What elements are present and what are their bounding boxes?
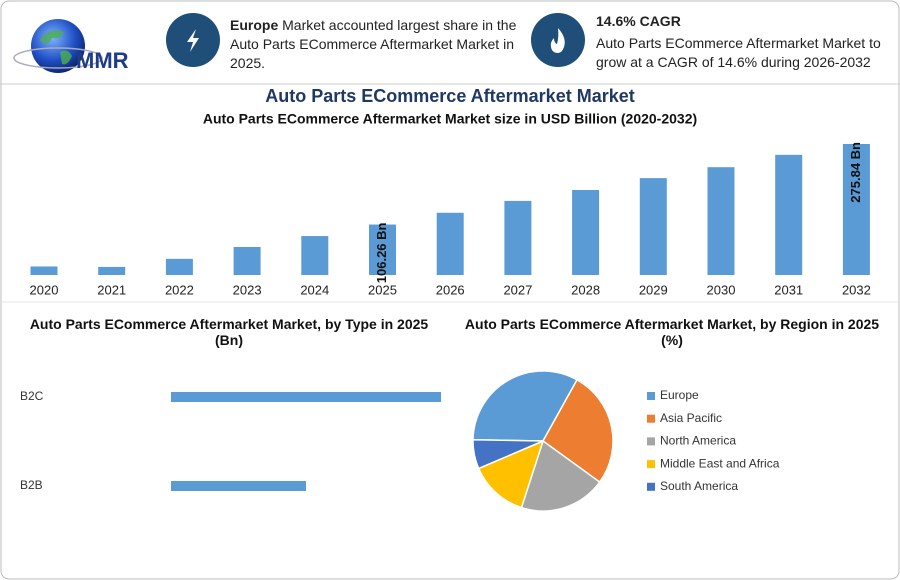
logo-ring — [13, 47, 103, 69]
bar — [572, 189, 600, 275]
bar — [436, 212, 464, 275]
info-box-2-text: Auto Parts ECommerce Aftermarket Market … — [596, 35, 881, 70]
x-tick-label: 2028 — [571, 282, 600, 297]
chart-title: Auto Parts ECommerce Aftermarket Market,… — [465, 316, 879, 348]
bar — [639, 178, 667, 275]
x-tick-label: 2031 — [774, 282, 803, 297]
pie-slice — [542, 378, 614, 484]
bar — [30, 266, 58, 275]
bolt-glyph — [187, 29, 199, 52]
chart-subtitle: Auto Parts ECommerce Aftermarket Market … — [203, 111, 697, 127]
info-box-2-title: 14.6% CAGR — [596, 13, 681, 29]
logo-globe — [31, 19, 85, 73]
x-tick-label: 2025 — [368, 282, 397, 297]
pie-slice — [520, 439, 601, 512]
bar — [171, 392, 441, 402]
bar — [233, 246, 261, 275]
value-label: 106.26 Bn — [374, 222, 389, 283]
x-tick-label: 2027 — [503, 282, 532, 297]
x-tick-label: 2020 — [30, 282, 59, 297]
legend-label: South America — [660, 479, 738, 493]
bar — [369, 224, 396, 275]
legend-swatch — [647, 460, 655, 469]
chart-title: Auto Parts ECommerce Aftermarket Market,… — [30, 316, 429, 348]
bar — [775, 154, 803, 275]
y-tick-label: B2B — [20, 478, 43, 492]
legend-label: North America — [660, 434, 736, 448]
legend-swatch — [647, 437, 655, 446]
x-tick-label: 2021 — [97, 282, 126, 297]
legend-swatch — [647, 392, 655, 400]
logo-continents — [40, 30, 72, 65]
y-tick-label: B2C — [20, 389, 44, 403]
bar — [171, 481, 306, 491]
logo-text: MMR — [76, 48, 129, 73]
bar — [98, 266, 126, 275]
bar — [707, 167, 735, 275]
pie-slice — [472, 439, 544, 470]
legend-swatch — [647, 414, 655, 423]
bar — [165, 258, 193, 275]
legend-label: Europe — [660, 388, 699, 402]
legend-label: Middle East and Africa — [660, 456, 780, 470]
x-tick-label: 2022 — [165, 282, 194, 297]
x-tick-label: 2023 — [233, 282, 262, 297]
pie-slice — [472, 370, 579, 442]
x-tick-label: 2024 — [300, 282, 329, 297]
info-box-1: Europe Market accounted largest share in… — [230, 16, 525, 73]
legend-label: Asia Pacific — [660, 411, 722, 425]
x-tick-label: 2029 — [639, 282, 668, 297]
legend-swatch — [647, 482, 655, 491]
flame-glyph — [550, 28, 565, 53]
pie-slice — [477, 439, 545, 509]
x-tick-label: 2030 — [707, 282, 736, 297]
value-label: 275.84 Bn — [848, 142, 863, 203]
info-text: Market accounted largest share in the Au… — [230, 17, 517, 71]
info-highlight: Europe — [230, 17, 279, 33]
bar — [842, 144, 870, 275]
bar — [301, 236, 329, 275]
bar — [504, 200, 532, 275]
x-tick-label: 2026 — [436, 282, 465, 297]
x-tick-label: 2032 — [842, 282, 871, 297]
main-title: Auto Parts ECommerce Aftermarket Market — [265, 86, 634, 106]
